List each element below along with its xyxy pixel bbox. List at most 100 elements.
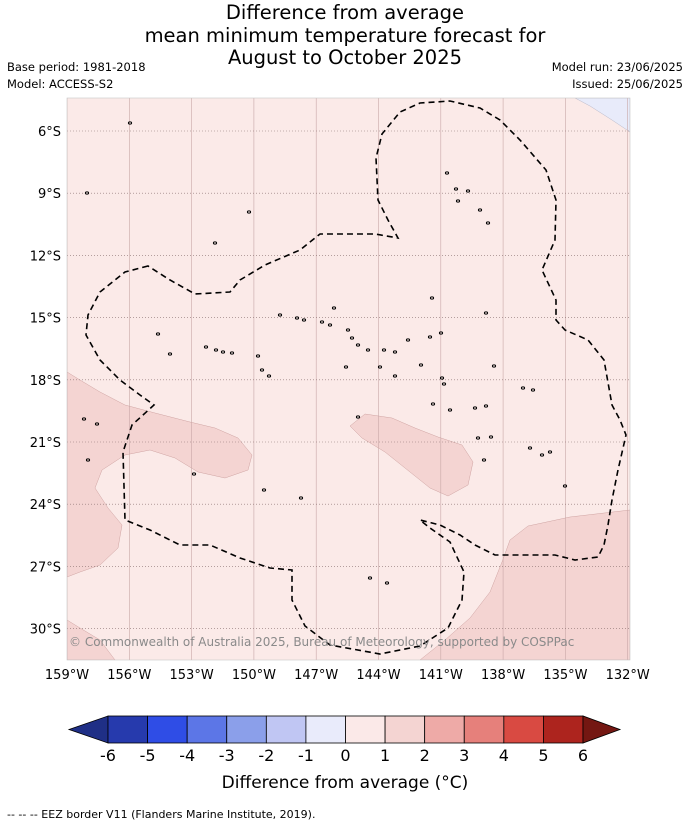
island-outline bbox=[167, 352, 173, 356]
colorbar-tick-labels: -6 -5 -4 -3 -2 -1 0 1 2 3 4 5 6 bbox=[100, 746, 588, 765]
island-outline bbox=[439, 376, 445, 380]
latitude-label: 12°S bbox=[30, 249, 61, 264]
colorbar-tick-label: -2 bbox=[258, 746, 274, 765]
island-outline bbox=[212, 241, 218, 245]
longitude-label: 132°W bbox=[606, 668, 650, 683]
island-outline bbox=[94, 422, 100, 426]
island-outline bbox=[377, 365, 383, 369]
longitude-label: 144°W bbox=[356, 668, 400, 683]
island-outline bbox=[472, 406, 478, 410]
island-outline bbox=[530, 388, 536, 392]
latitude-label: 18°S bbox=[30, 374, 61, 389]
colorbar-swatch bbox=[503, 715, 544, 744]
model-info: Base period: 1981-2018 Model: ACCESS-S2 bbox=[7, 59, 146, 93]
island-outline bbox=[266, 374, 272, 378]
longitude-label: 135°W bbox=[543, 668, 587, 683]
colorbar-label: Difference from average (°C) bbox=[221, 773, 469, 793]
island-outline bbox=[429, 296, 435, 300]
island-outline bbox=[430, 402, 436, 406]
colorbar-tick-label: -3 bbox=[219, 746, 235, 765]
island-outline bbox=[527, 446, 533, 450]
longitude-label: 141°W bbox=[419, 668, 463, 683]
map-frame bbox=[66, 97, 631, 661]
colorbar-tick-label: 5 bbox=[538, 746, 548, 765]
island-outline bbox=[229, 351, 235, 355]
island-outline bbox=[327, 323, 333, 327]
colorbar-swatch bbox=[305, 715, 346, 744]
colorbar-swatch bbox=[147, 715, 188, 744]
longitude-labels: 159°W 156°W 153°W 150°W 147°W 144°W 141°W 138°W… bbox=[45, 668, 650, 683]
colorbar-swatch bbox=[384, 715, 426, 744]
cooler-zone-northeast bbox=[574, 98, 630, 133]
island-outline bbox=[405, 338, 411, 342]
island-outline bbox=[481, 458, 487, 462]
island-outline bbox=[441, 382, 447, 386]
warmer-zone-west bbox=[67, 371, 253, 578]
island-outline bbox=[381, 348, 387, 352]
map-field bbox=[67, 98, 630, 660]
island-outline bbox=[444, 171, 450, 175]
colorbar bbox=[67, 715, 622, 744]
island-outline bbox=[365, 348, 371, 352]
colorbar-extend-high bbox=[582, 715, 622, 744]
island-outline bbox=[84, 191, 90, 195]
island-outline bbox=[127, 121, 133, 125]
colorbar-tick-label: 3 bbox=[459, 746, 469, 765]
colorbar-tick-label: -5 bbox=[140, 746, 156, 765]
longitude-label: 156°W bbox=[107, 668, 151, 683]
island-outline bbox=[488, 435, 494, 439]
island-outline bbox=[191, 472, 197, 476]
island-outline bbox=[319, 320, 325, 324]
base-period: Base period: 1981-2018 bbox=[7, 60, 146, 74]
title-line-2: mean minimum temperature forecast for bbox=[144, 23, 546, 47]
colorbar-swatch bbox=[265, 715, 307, 744]
eez-legend-note: -- -- -- EEZ border V11 (Flanders Marine… bbox=[7, 808, 316, 821]
island-outline bbox=[298, 496, 304, 500]
island-outline bbox=[294, 316, 300, 320]
island-outline bbox=[85, 458, 91, 462]
island-outline bbox=[384, 581, 390, 585]
island-outlines bbox=[81, 121, 568, 585]
latitude-label: 15°S bbox=[30, 312, 61, 327]
colorbar-swatch bbox=[424, 715, 465, 744]
island-outline bbox=[491, 364, 497, 368]
longitude-label: 138°W bbox=[481, 668, 525, 683]
island-outline bbox=[539, 453, 545, 457]
island-outline bbox=[343, 365, 349, 369]
colorbar-tick-label: 0 bbox=[340, 746, 350, 765]
copyright-text: © Commonwealth of Australia 2025, Bureau… bbox=[69, 635, 574, 649]
model-name: Model: ACCESS-S2 bbox=[7, 77, 114, 91]
colorbar-swatch bbox=[543, 715, 584, 744]
latitude-label: 30°S bbox=[30, 623, 61, 638]
colorbar-tick-label: -4 bbox=[179, 746, 195, 765]
island-outline bbox=[418, 363, 424, 367]
latitude-label: 6°S bbox=[38, 125, 61, 140]
map-title: Difference from average mean minimum tem… bbox=[0, 1, 690, 70]
island-outline bbox=[203, 345, 209, 349]
colorbar-swatch bbox=[186, 715, 228, 744]
island-outline bbox=[477, 208, 483, 212]
island-outline bbox=[547, 450, 553, 454]
colorbar-tick-label: 1 bbox=[380, 746, 390, 765]
island-outline bbox=[562, 484, 568, 488]
island-outline bbox=[277, 313, 283, 317]
colorbar-swatch bbox=[226, 715, 267, 744]
title-line-3: August to October 2025 bbox=[227, 46, 463, 69]
latitude-label: 27°S bbox=[30, 560, 61, 575]
island-outline bbox=[301, 318, 307, 322]
island-outline bbox=[455, 199, 461, 203]
latitude-label: 9°S bbox=[38, 187, 61, 202]
longitude-label: 150°W bbox=[232, 668, 276, 683]
latitude-label: 24°S bbox=[30, 498, 61, 513]
title-line-1: Difference from average bbox=[225, 1, 465, 24]
run-info: Model run: 23/06/2025 Issued: 25/06/2025 bbox=[552, 59, 683, 93]
island-outline bbox=[392, 374, 398, 378]
island-outline bbox=[447, 408, 453, 412]
island-outline bbox=[259, 368, 265, 372]
colorbar-swatch bbox=[463, 715, 505, 744]
island-outline bbox=[255, 354, 261, 358]
issued-date: Issued: 25/06/2025 bbox=[572, 77, 683, 91]
island-outline bbox=[438, 331, 444, 335]
island-outline bbox=[261, 488, 267, 492]
